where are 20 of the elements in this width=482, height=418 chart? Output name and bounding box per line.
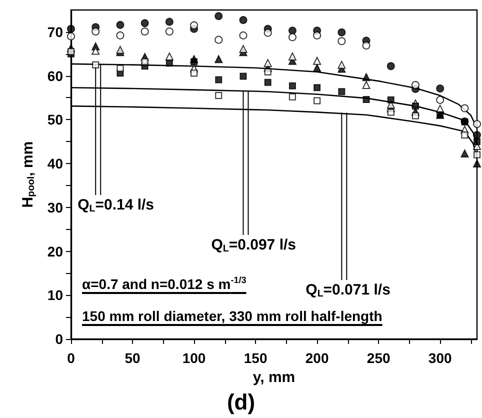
y-tick-label: 50 <box>47 112 64 128</box>
y-tick-label: 40 <box>47 156 64 172</box>
text: (d) <box>226 390 256 414</box>
annotation: α=0.7 and n=0.012 s m$^{-1/3}$ <box>82 274 246 294</box>
x-tick-label: 50 <box>124 350 141 366</box>
y-tick-label: 10 <box>47 287 64 304</box>
y-axis-title: Hpool, mm <box>19 141 38 208</box>
x-tick-label: 250 <box>366 350 390 366</box>
y-tick-label: 20 <box>47 243 64 260</box>
y-tick-label: 60 <box>47 68 64 84</box>
y-tick-label: 70 <box>47 24 64 40</box>
x-axis-title: y, mm <box>252 368 296 386</box>
x-tick-label: 200 <box>305 350 329 366</box>
x-tick-label: 150 <box>244 350 268 366</box>
x-tick-label: 300 <box>428 350 452 366</box>
annotation: 150 mm roll diameter, 330 mm roll half-length <box>82 307 382 326</box>
x-tick-label: 0 <box>67 350 76 366</box>
y-tick-label: 30 <box>47 199 64 216</box>
x-tick-label: 100 <box>182 350 206 366</box>
y-tick-label: 0 <box>55 331 64 347</box>
